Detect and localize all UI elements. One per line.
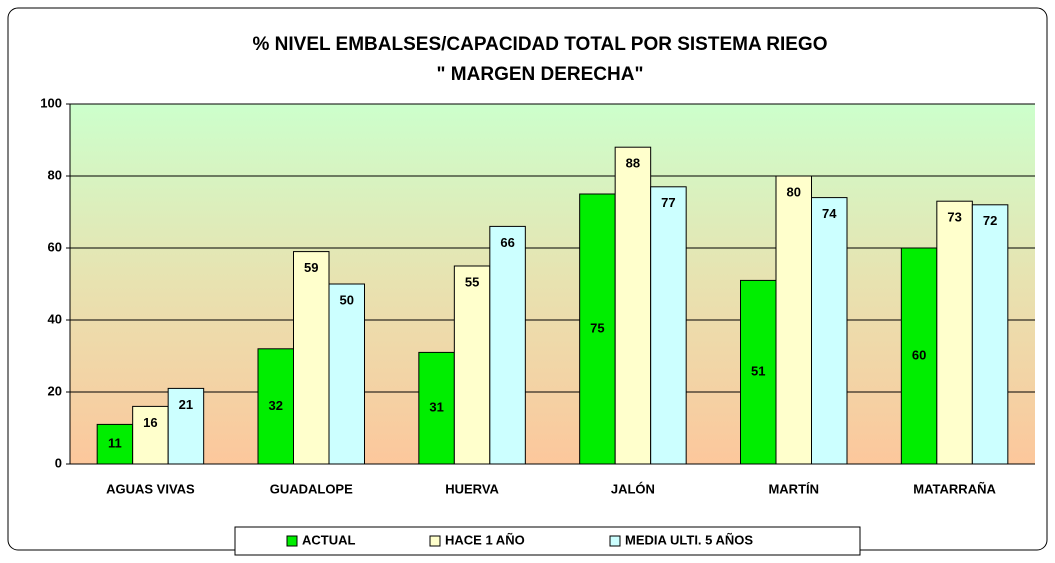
x-tick-label: MARTÍN (768, 481, 819, 496)
plot-area (70, 104, 1035, 464)
x-tick-label: AGUAS VIVAS (106, 481, 195, 496)
data-label: 11 (108, 436, 122, 451)
y-tick-label: 40 (48, 311, 62, 326)
bar (614, 146, 652, 465)
data-label: 72 (983, 213, 997, 228)
data-label: 21 (179, 397, 193, 412)
legend-label: HACE 1 AÑO (445, 532, 525, 547)
y-tick-label: 20 (48, 383, 62, 398)
legend-label: ACTUAL (302, 532, 355, 547)
data-label: 75 (590, 320, 604, 335)
data-label: 80 (787, 184, 801, 199)
bar (257, 348, 294, 465)
bar (971, 204, 1009, 465)
x-tick-label: GUADALOPE (270, 481, 353, 496)
chart-subtitle: " MARGEN DERECHA" (437, 64, 644, 85)
legend-label: MEDIA ULTI. 5 AÑOS (625, 532, 753, 547)
bar (167, 387, 205, 465)
data-label: 51 (751, 364, 765, 379)
bar (775, 175, 812, 465)
bar (293, 251, 330, 465)
x-tick-label: HUERVA (445, 481, 499, 496)
y-tick-label: 80 (48, 167, 62, 182)
x-tick-label: MATARRAÑA (913, 481, 996, 496)
legend-swatch (609, 535, 621, 547)
y-tick-label: 100 (40, 95, 62, 110)
bar (328, 283, 365, 465)
x-tick-label: JALÓN (611, 481, 655, 496)
data-label: 60 (912, 347, 926, 362)
bar (811, 197, 848, 465)
bar (453, 265, 491, 465)
legend-swatch (286, 535, 298, 547)
data-label: 77 (661, 195, 675, 210)
bar (489, 225, 526, 465)
bar (418, 351, 455, 465)
legend-swatch (429, 535, 441, 547)
bar (936, 200, 973, 465)
data-label: 16 (143, 415, 157, 430)
data-label: 73 (947, 210, 961, 225)
legend (234, 526, 861, 556)
data-label: 32 (269, 398, 283, 413)
data-label: 74 (822, 206, 837, 221)
data-label: 59 (304, 260, 318, 275)
data-label: 55 (465, 274, 479, 289)
chart-title: % NIVEL EMBALSES/CAPACIDAD TOTAL POR SIS… (253, 34, 828, 55)
bar (650, 186, 687, 465)
data-label: 31 (429, 400, 443, 415)
bar (900, 247, 938, 465)
data-label: 66 (500, 235, 514, 250)
data-label: 50 (340, 292, 354, 307)
bar (579, 193, 616, 465)
y-tick-label: 60 (48, 239, 62, 254)
data-label: 88 (626, 156, 640, 171)
y-tick-label: 0 (55, 455, 62, 470)
